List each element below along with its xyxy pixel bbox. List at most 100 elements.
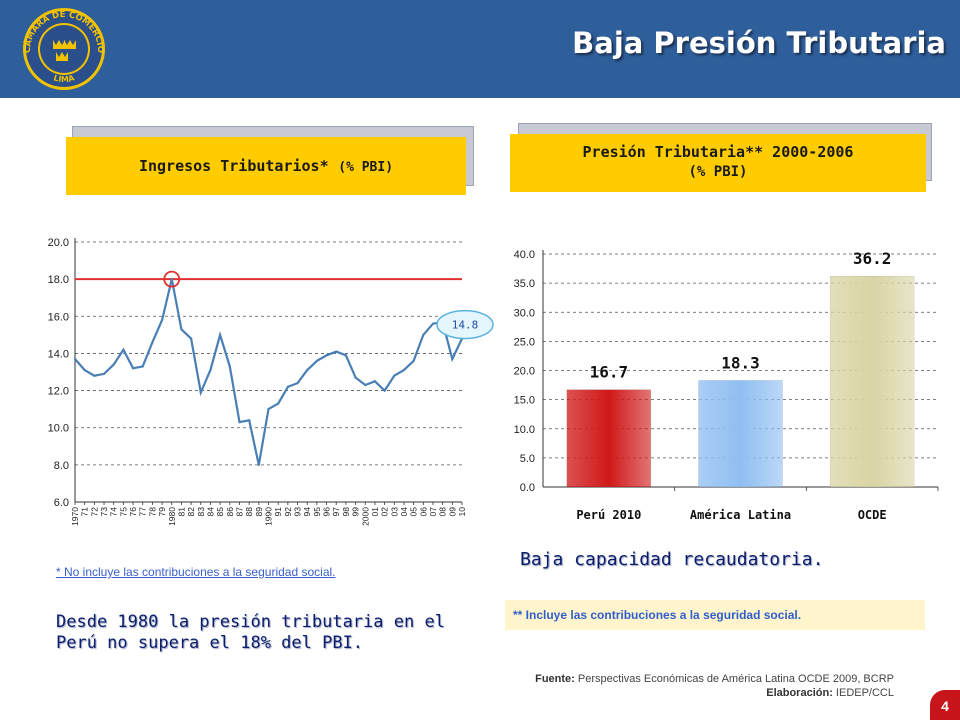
x-tick-label: 73 [99, 507, 109, 517]
data-point [102, 372, 106, 375]
x-tick-label: 85 [215, 507, 225, 517]
bar-ocde [829, 275, 915, 488]
right-chart-title-unit: (% PBI) [688, 164, 748, 180]
data-point [160, 318, 164, 322]
data-point [190, 337, 193, 340]
bar-perú-2010 [566, 389, 652, 488]
chamber-of-commerce-logo: CÁMARA DE COMERCIO LIMA [21, 8, 105, 90]
data-point [325, 354, 328, 357]
bar-américa-latina [698, 380, 783, 488]
data-label: 36.2 [853, 249, 892, 268]
x-tick-label: 93 [293, 507, 303, 517]
category-label: Perú 2010 [576, 508, 641, 522]
y-tick-label: 12.0 [48, 386, 69, 398]
y-tick-label: 25.0 [514, 336, 535, 348]
x-tick-label: 81 [176, 507, 186, 517]
x-tick-label: 1980 [167, 507, 177, 526]
x-tick-label: 79 [157, 507, 167, 517]
x-tick-label: 09 [447, 507, 457, 517]
left-footnote: * No incluye las contribuciones a la seg… [56, 565, 336, 579]
source-text: Perspectivas Económicas de América Latin… [577, 673, 894, 685]
data-point [373, 380, 377, 383]
data-point [296, 382, 299, 385]
x-tick-label: 97 [331, 507, 341, 517]
y-tick-label: 5.0 [520, 453, 535, 465]
data-point [219, 333, 222, 336]
page-number: 4 [930, 690, 960, 720]
x-tick-label: 88 [244, 507, 254, 517]
x-tick-label: 77 [138, 507, 148, 517]
x-tick-label: 87 [234, 507, 244, 517]
highlight-circle-1980 [163, 270, 181, 288]
category-label: OCDE [858, 508, 887, 522]
x-tick-label: 04 [399, 507, 409, 517]
x-tick-label: 03 [389, 507, 399, 517]
data-point [451, 357, 454, 361]
series-line-tax-revenue [74, 278, 463, 466]
right-chart-title: Presión Tributaria** 2000-2006 [582, 143, 854, 161]
x-tick-label: 10 [457, 507, 467, 517]
x-tick-label: 92 [283, 507, 293, 517]
data-point [286, 385, 289, 388]
x-tick-label: 71 [80, 507, 90, 517]
y-tick-label: 40.0 [514, 249, 535, 261]
data-point [112, 363, 115, 366]
x-tick-label: 08 [438, 507, 448, 517]
y-tick-label: 35.0 [514, 278, 535, 290]
left-chart-title-box: Ingresos Tributarios* (% PBI) [66, 137, 466, 195]
data-point [122, 348, 125, 351]
x-tick-label: 94 [302, 507, 312, 517]
y-tick-label: 8.0 [54, 460, 69, 472]
y-tick-label: 18.0 [48, 274, 69, 286]
x-tick-label: 06 [418, 507, 428, 517]
y-tick-label: 6.0 [54, 497, 69, 509]
data-point [73, 357, 77, 361]
left-description: Desde 1980 la presión tributaria en el P… [56, 612, 445, 653]
y-tick-label: 20.0 [514, 366, 535, 378]
data-point [315, 359, 318, 362]
x-tick-label: 86 [225, 507, 235, 517]
data-point [228, 365, 231, 368]
data-point [422, 333, 425, 336]
data-point [180, 328, 183, 331]
x-tick-label: 72 [89, 507, 99, 517]
elaboration-text: IEDEP/CCL [835, 687, 894, 699]
annotation-bubble [436, 309, 494, 340]
x-tick-label: 83 [196, 507, 206, 517]
y-tick-label: 14.0 [48, 348, 69, 360]
x-tick-label: 95 [312, 507, 322, 517]
x-tick-label: 76 [128, 507, 138, 517]
data-point [199, 391, 202, 394]
data-point [209, 369, 212, 372]
x-tick-label: 91 [273, 507, 283, 517]
data-point [335, 350, 338, 353]
x-tick-label: 99 [351, 507, 361, 517]
data-point [306, 369, 309, 372]
data-point [141, 365, 144, 368]
y-tick-label: 10.0 [514, 424, 535, 436]
data-point [238, 421, 241, 424]
data-point [267, 408, 270, 411]
header-bar: CÁMARA DE COMERCIO LIMA Baja Presión Tri… [0, 0, 960, 98]
x-tick-label: 74 [109, 507, 119, 517]
data-point [431, 322, 435, 325]
x-tick-label: 02 [380, 507, 390, 517]
data-point [402, 369, 406, 372]
source-label: Fuente: [535, 673, 575, 685]
data-label: 16.7 [590, 363, 629, 382]
annotation-label: 14.8 [452, 319, 479, 332]
x-tick-label: 75 [118, 507, 128, 517]
x-tick-label: 01 [370, 507, 380, 517]
data-point [170, 278, 173, 281]
data-point [151, 341, 154, 344]
x-tick-label: 98 [341, 507, 351, 517]
data-point [131, 367, 135, 370]
data-point [93, 374, 96, 377]
y-tick-label: 10.0 [48, 423, 69, 435]
data-point [344, 354, 347, 357]
x-tick-label: 82 [186, 507, 196, 517]
data-point [412, 359, 415, 362]
x-tick-label: 07 [428, 507, 438, 517]
svg-text:LIMA: LIMA [52, 73, 76, 84]
x-tick-label: 05 [409, 507, 419, 517]
